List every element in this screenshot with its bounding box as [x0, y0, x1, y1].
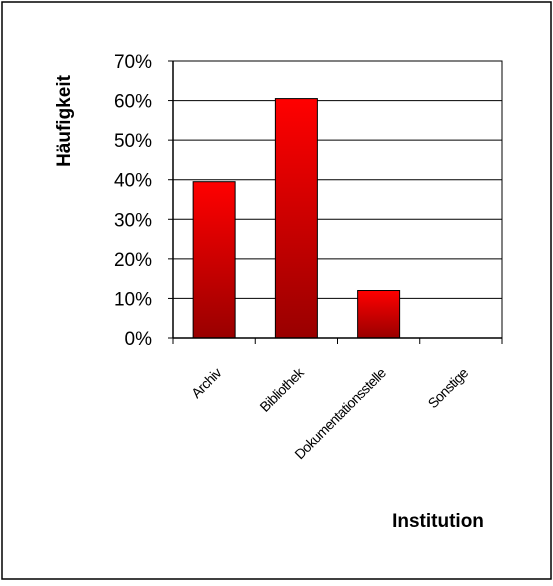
bar-archiv: [192, 181, 236, 339]
x-axis-title: Institution: [392, 511, 484, 532]
y-tick-labels: 0% 10% 20% 30% 40% 50% 60% 70%: [114, 52, 152, 350]
bar-dokumentationsstelle: [357, 290, 401, 339]
y-tick-label: 30%: [114, 210, 152, 231]
axes: [168, 60, 503, 344]
y-tick-label: 20%: [114, 250, 152, 271]
y-axis-title: Häufigkeit: [54, 74, 75, 167]
y-tick-label: 40%: [114, 171, 152, 192]
y-tick-label: 60%: [114, 92, 152, 113]
bars: [192, 98, 401, 339]
y-tick-label: 10%: [114, 289, 152, 310]
y-tick-label: 70%: [114, 52, 152, 73]
bar-bibliothek: [274, 98, 318, 339]
y-tick-label: 50%: [114, 131, 152, 152]
y-tick-label: 0%: [125, 329, 153, 350]
